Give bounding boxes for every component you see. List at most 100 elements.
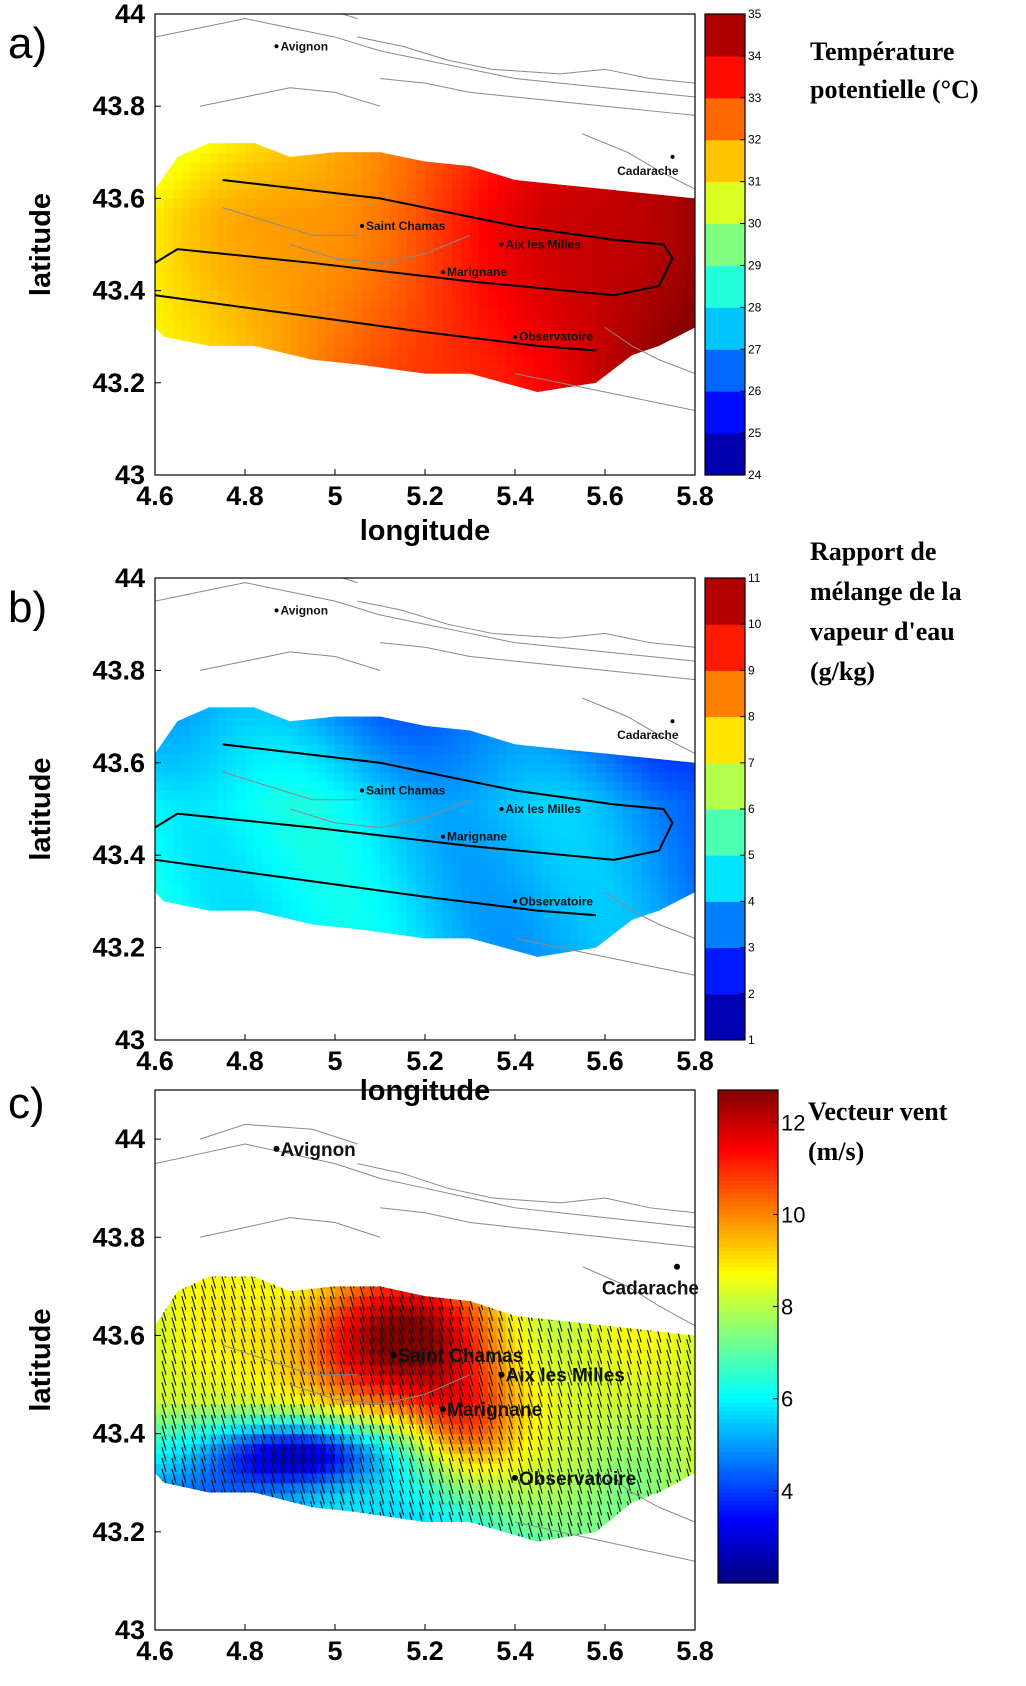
field-cell	[344, 799, 354, 810]
field-cell	[578, 170, 588, 181]
field-cell	[542, 1482, 552, 1494]
field-cell	[425, 855, 435, 866]
field-cell	[488, 161, 498, 172]
field-cell	[164, 272, 174, 282]
field-cell	[497, 1542, 507, 1552]
field-cell	[443, 244, 453, 255]
field-cell	[272, 929, 282, 939]
field-cell	[191, 327, 201, 338]
field-cell	[398, 281, 408, 292]
field-cell	[434, 1502, 444, 1513]
field-cell	[380, 762, 390, 773]
field-cell	[686, 772, 695, 782]
field-cell	[569, 143, 579, 153]
field-cell	[371, 873, 381, 884]
field-cell	[362, 1502, 372, 1513]
field-cell	[488, 836, 498, 847]
field-cell	[641, 318, 651, 329]
field-cell	[344, 382, 354, 393]
field-cell	[263, 855, 273, 866]
field-cell	[551, 262, 561, 273]
field-cell	[443, 235, 453, 246]
field-cell	[308, 772, 318, 782]
field-cell	[524, 1276, 534, 1278]
field-cell	[209, 1522, 219, 1533]
field-cell	[290, 179, 300, 190]
field-cell	[407, 179, 417, 190]
field-cell	[416, 355, 426, 365]
field-cell	[245, 373, 255, 384]
field-cell	[200, 207, 210, 218]
field-cell	[659, 382, 669, 393]
field-cell	[497, 1512, 507, 1523]
field-cell	[695, 171, 705, 181]
field-cell	[236, 753, 246, 764]
field-cell	[497, 716, 507, 727]
field-cell	[632, 827, 642, 838]
field-cell	[182, 1453, 192, 1464]
field-cell	[218, 1453, 228, 1464]
field-cell	[263, 198, 273, 209]
field-cell	[191, 873, 201, 884]
field-cell	[380, 253, 390, 264]
field-cell	[425, 244, 435, 255]
field-cell	[515, 910, 525, 921]
field-cell	[326, 143, 336, 144]
field-cell	[191, 957, 201, 967]
field-cell	[587, 364, 597, 375]
field-cell	[470, 910, 480, 921]
field-cell	[281, 910, 291, 921]
field-cell	[515, 1276, 525, 1278]
field-cell	[605, 790, 615, 801]
field-cell	[389, 1296, 399, 1307]
field-cell	[227, 336, 237, 347]
y-tick-label: 43.4	[92, 276, 145, 306]
field-cell	[362, 1443, 372, 1454]
field-cell	[398, 735, 408, 745]
field-cell	[371, 355, 381, 365]
field-cell	[677, 882, 687, 893]
field-cell	[380, 744, 390, 755]
field-cell	[371, 226, 381, 236]
field-cell	[677, 892, 687, 902]
field-cell	[596, 299, 606, 310]
field-cell	[389, 235, 399, 246]
field-cell	[209, 373, 219, 384]
field-cell	[389, 790, 399, 801]
field-cell	[299, 1423, 309, 1435]
field-cell	[254, 355, 264, 365]
field-cell	[533, 1276, 543, 1278]
field-cell	[506, 373, 516, 384]
field-cell	[434, 725, 444, 736]
field-cell	[461, 355, 471, 365]
field-cell	[209, 189, 219, 199]
field-cell	[488, 735, 498, 745]
field-cell	[182, 725, 192, 736]
field-cell	[443, 744, 453, 755]
field-cell	[281, 1433, 291, 1445]
field-cell	[317, 281, 327, 292]
field-cell	[506, 309, 516, 319]
field-cell	[335, 873, 345, 884]
field-cell	[281, 929, 291, 939]
field-cell	[191, 892, 201, 902]
field-cell	[218, 762, 228, 773]
field-cell	[479, 957, 489, 967]
field-cell	[191, 1355, 201, 1366]
field-cell	[290, 244, 300, 255]
field-cell	[272, 938, 282, 949]
field-cell	[263, 790, 273, 801]
field-cell	[479, 281, 489, 292]
field-cell	[380, 143, 390, 144]
field-cell	[434, 1325, 444, 1337]
field-cell	[623, 253, 633, 264]
field-cell	[668, 189, 678, 199]
colorbar-segment	[705, 578, 745, 625]
field-cell	[641, 189, 651, 199]
field-cell	[326, 170, 336, 181]
field-cell	[173, 143, 183, 144]
field-cell	[182, 327, 192, 338]
field-cell	[569, 735, 579, 745]
field-cell	[344, 235, 354, 246]
field-cell	[164, 1414, 174, 1425]
